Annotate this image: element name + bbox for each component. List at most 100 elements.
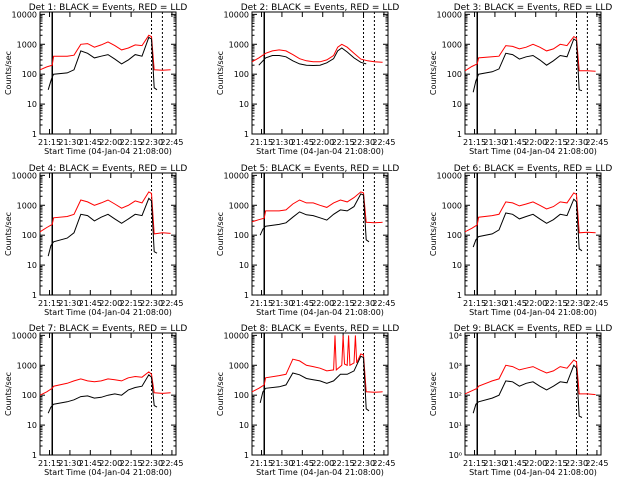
x-tick-label: 22:30	[352, 459, 375, 468]
y-tick-label: 1000	[229, 201, 249, 210]
x-tick-label: 22:45	[160, 299, 183, 308]
y-tick-label: 10000	[224, 331, 249, 340]
x-tick-label: 22:30	[352, 138, 375, 147]
y-tick-label: 1	[32, 130, 37, 139]
x-tick-label: 21:30	[270, 138, 293, 147]
x-tick-label: 22:00	[99, 138, 122, 147]
x-tick-label: 22:45	[585, 138, 608, 147]
x-tick-label: 21:15	[463, 299, 486, 308]
panel-det-8: 1 10 100 1000 10000 21:1521:3021:4522:0022:15…	[216, 324, 399, 477]
y-tick-label: 10	[452, 261, 462, 270]
y-tick-label: 100	[447, 231, 462, 240]
panel-det-1: 1 10 100 1000 10000 21:1521:3021:4522:0022:15…	[4, 3, 187, 156]
panel-title: Det 4: BLACK = Events, RED = LLD	[29, 164, 188, 174]
y-tick-label: 1	[244, 451, 249, 460]
x-axis-label: Start Time (04-Jan-04 21:08:00)	[44, 308, 172, 317]
y-tick-label: 1	[244, 130, 249, 139]
y-tick-label: 100	[22, 70, 37, 79]
x-axis-label: Start Time (04-Jan-04 21:08:00)	[44, 468, 172, 477]
y-axis-label: Counts/sec	[216, 51, 225, 95]
lld-series-line	[251, 191, 383, 224]
x-tick-label: 21:45	[291, 299, 314, 308]
x-tick-label: 22:00	[524, 459, 547, 468]
x-tick-label: 21:45	[504, 299, 527, 308]
y-axis-label: Counts/sec	[216, 372, 225, 416]
y-tick-label: 10000	[437, 171, 462, 180]
x-tick-label: 22:15	[120, 138, 143, 147]
x-tick-label: 22:30	[140, 299, 163, 308]
lld-series-line	[39, 191, 171, 235]
lld-series-line	[464, 359, 596, 396]
y-axis-label: Counts/sec	[429, 51, 438, 95]
y-tick-label: 1	[244, 291, 249, 300]
events-series-line	[259, 355, 370, 412]
x-tick-label: 21:30	[58, 299, 81, 308]
x-tick-label: 21:15	[250, 138, 273, 147]
x-axis-label: Start Time (04-Jan-04 21:08:00)	[256, 468, 384, 477]
y-tick-label: 1	[32, 291, 37, 300]
panel-title: Det 7: BLACK = Events, RED = LLD	[29, 324, 188, 334]
lld-series-line	[464, 35, 596, 72]
y-tick-label: 10³	[449, 361, 462, 370]
x-tick-label: 21:30	[483, 299, 506, 308]
events-series-line	[258, 47, 367, 67]
x-tick-label: 22:30	[140, 138, 163, 147]
x-tick-label: 22:45	[160, 459, 183, 468]
x-tick-label: 21:45	[79, 459, 102, 468]
events-series-line	[472, 364, 583, 418]
y-axis-label: Counts/sec	[429, 212, 438, 256]
x-tick-label: 21:30	[270, 459, 293, 468]
panel-det-7: 1 10 100 1000 10000 21:1521:3021:4522:0022:15…	[4, 324, 187, 477]
plot-frame	[464, 11, 602, 135]
plot-frame	[39, 172, 177, 296]
plot-frame	[251, 11, 389, 135]
x-tick-label: 21:15	[463, 459, 486, 468]
events-series-line	[47, 36, 158, 91]
lld-series-line	[464, 192, 596, 234]
x-tick-label: 22:30	[565, 138, 588, 147]
plot-frame	[39, 332, 177, 456]
x-tick-label: 22:15	[120, 459, 143, 468]
x-tick-label: 22:30	[352, 299, 375, 308]
x-tick-label: 22:15	[332, 138, 355, 147]
events-series-line	[47, 197, 158, 257]
x-tick-label: 22:45	[585, 459, 608, 468]
x-tick-label: 21:45	[79, 138, 102, 147]
x-tick-label: 21:30	[483, 138, 506, 147]
x-tick-label: 21:15	[250, 299, 273, 308]
y-tick-label: 100	[234, 70, 249, 79]
y-axis-label: Counts/sec	[429, 372, 438, 416]
plot-frame	[39, 11, 177, 135]
y-tick-label: 100	[22, 391, 37, 400]
x-tick-label: 21:15	[463, 138, 486, 147]
x-tick-label: 22:15	[545, 138, 568, 147]
x-tick-label: 22:00	[99, 299, 122, 308]
x-tick-label: 22:45	[372, 459, 395, 468]
y-tick-label: 1000	[17, 40, 37, 49]
y-tick-label: 1	[457, 130, 462, 139]
y-tick-label: 10	[239, 100, 249, 109]
x-tick-label: 22:45	[160, 138, 183, 147]
y-axis-label: Counts/sec	[4, 51, 13, 95]
panel-det-9: 10⁰ 10¹ 10² 10³ 10⁴ 21:1521:3021:4522:0022:15…	[429, 324, 612, 477]
x-tick-label: 21:30	[270, 299, 293, 308]
y-tick-label: 1000	[17, 201, 37, 210]
y-tick-label: 10	[27, 261, 37, 270]
events-series-line	[47, 374, 158, 414]
x-tick-label: 21:30	[58, 459, 81, 468]
x-tick-label: 22:00	[524, 138, 547, 147]
y-tick-label: 10	[239, 421, 249, 430]
y-tick-label: 1000	[229, 361, 249, 370]
lld-series-line	[251, 335, 383, 393]
x-tick-label: 21:15	[38, 459, 61, 468]
y-axis-label: Counts/sec	[4, 212, 13, 256]
x-tick-label: 22:15	[545, 299, 568, 308]
x-axis-label: Start Time (04-Jan-04 21:08:00)	[469, 147, 597, 156]
lld-series-line	[251, 43, 383, 63]
y-tick-label: 10²	[449, 391, 462, 400]
x-tick-label: 21:15	[38, 138, 61, 147]
x-axis-label: Start Time (04-Jan-04 21:08:00)	[469, 308, 597, 317]
x-tick-label: 22:00	[311, 299, 334, 308]
y-tick-label: 1000	[17, 361, 37, 370]
